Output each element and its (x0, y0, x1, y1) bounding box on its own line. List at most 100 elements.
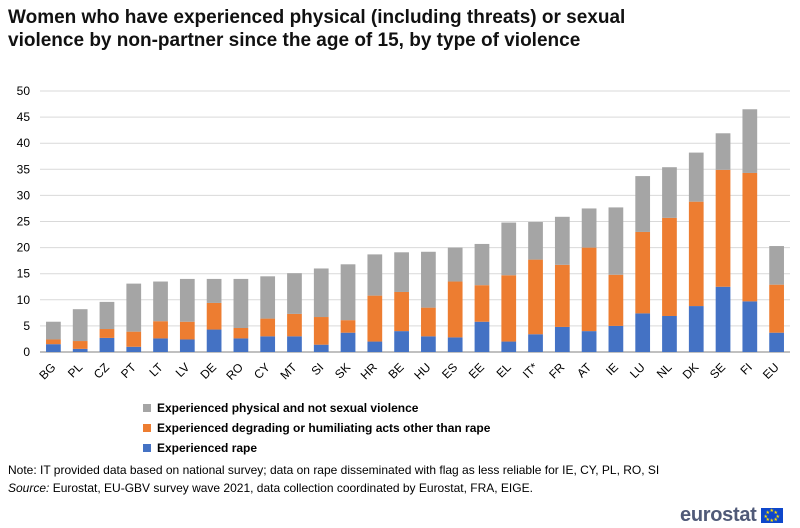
bar-segment-degrading-fr (554, 264, 570, 327)
legend: Experienced physical and not sexual viol… (143, 398, 490, 458)
bar-segment-rape-nl (662, 315, 677, 352)
bar-segment-rape-sk (340, 332, 356, 352)
y-tick-label: 50 (17, 84, 31, 98)
x-tick-label: SE (707, 360, 728, 381)
bar-segment-physical-fr (554, 216, 570, 265)
bar-segment-rape-lv (179, 339, 195, 352)
x-tick-label: AT (574, 360, 595, 381)
bar-segment-physical-sk (340, 264, 356, 321)
legend-item-rape: Experienced rape (143, 438, 490, 458)
bar-segment-rape-at (581, 331, 597, 352)
bar-segment-rape-eu (769, 332, 784, 352)
footnote: Note: IT provided data based on national… (8, 463, 660, 477)
bar-segment-physical-lv (179, 278, 195, 322)
y-axis-ticks: 0 5 10 15 20 25 30 35 40 45 50 (17, 84, 31, 359)
x-tick-label: NL (654, 360, 675, 381)
bar-segment-degrading-el (501, 275, 517, 342)
x-tick-label: BE (386, 360, 407, 381)
bar-segment-degrading-cy (260, 318, 276, 337)
bar-segment-rape-fi (742, 301, 758, 352)
bar-segment-physical-cy (260, 276, 276, 319)
bar-segment-physical-cz (99, 301, 115, 330)
legend-swatch-physical (143, 404, 151, 412)
bar-segment-rape-lu (635, 313, 651, 352)
bar-segment-degrading-pl (72, 341, 88, 349)
x-tick-label: HU (411, 360, 433, 382)
x-tick-label: LT (146, 360, 166, 380)
bar-segment-degrading-si (313, 317, 329, 345)
bar-segment-physical-hu (421, 251, 436, 308)
bar-segment-rape-dk (688, 306, 704, 352)
x-tick-label: RO (223, 360, 246, 383)
bar-segment-degrading-ro (233, 327, 249, 339)
x-tick-label: PL (65, 360, 86, 381)
bar-segment-physical-si (313, 268, 329, 318)
eu-flag-icon: ★ ★ ★ ★ ★ ★ ★ ★ (760, 508, 783, 524)
bar-segment-physical-lu (635, 176, 651, 232)
bar-segment-rape-be (394, 331, 409, 352)
bar-segment-rape-ro (233, 338, 249, 352)
bar-segment-physical-ie (608, 207, 624, 275)
bar-segment-physical-dk (688, 152, 704, 202)
bar-segment-physical-bg (46, 321, 61, 340)
bar-segment-rape-pt (126, 346, 142, 352)
x-tick-label: BG (36, 360, 58, 382)
bar-segment-degrading-lu (635, 231, 651, 314)
y-tick-label: 15 (17, 267, 31, 281)
bar-segment-rape-si (313, 344, 329, 352)
bar-segment-rape-it (528, 334, 543, 352)
bar-segment-physical-fi (742, 109, 758, 173)
x-axis-ticks: BG PL CZ PT LT LV DE RO CY MT SI SK HR BE HU ES EE EL IT* F… (36, 360, 781, 383)
bar-segment-rape-el (501, 341, 517, 352)
bar-segment-degrading-pt (126, 331, 142, 347)
y-tick-label: 30 (17, 188, 31, 202)
bar-segment-physical-mt (287, 273, 302, 314)
x-tick-label: CZ (91, 360, 112, 381)
bar-segment-degrading-lt (153, 321, 168, 339)
eurostat-logo: eurostat ★ ★ ★ ★ ★ ★ ★ ★ (680, 504, 783, 527)
bar-segment-physical-ro (233, 278, 249, 328)
bar-segment-physical-nl (662, 167, 677, 218)
legend-label-physical: Experienced physical and not sexual viol… (157, 401, 419, 415)
legend-swatch-rape (143, 444, 151, 452)
bar-segment-degrading-dk (688, 201, 704, 307)
x-tick-label: ES (439, 360, 460, 381)
bar-segment-degrading-sk (340, 320, 356, 333)
bar-segment-rape-ie (608, 325, 624, 352)
y-tick-label: 40 (17, 136, 31, 150)
x-tick-label: LU (627, 360, 648, 381)
x-tick-label: HR (358, 360, 380, 382)
bar-segment-rape-fr (554, 326, 570, 352)
x-tick-label: SI (308, 360, 326, 378)
bar-segment-degrading-be (394, 291, 409, 332)
x-tick-label: EE (466, 360, 487, 381)
bar-segment-degrading-lv (179, 321, 195, 340)
x-tick-label: SK (332, 360, 353, 381)
bar-segment-physical-el (501, 222, 517, 276)
bar-segment-physical-be (394, 252, 409, 292)
x-tick-label: IE (603, 360, 621, 378)
bar-segment-physical-es (447, 247, 463, 282)
source-line: Source: Eurostat, EU-GBV survey wave 202… (8, 480, 533, 497)
y-tick-label: 10 (17, 293, 31, 307)
x-tick-label: EL (494, 360, 515, 381)
bar-segment-degrading-nl (662, 217, 677, 316)
x-tick-label: FR (546, 360, 567, 381)
x-tick-label: DE (198, 360, 220, 382)
legend-item-physical: Experienced physical and not sexual viol… (143, 398, 490, 418)
bar-segment-degrading-hr (367, 295, 383, 342)
bar-segment-physical-hr (367, 254, 383, 296)
bar-segment-physical-de (206, 278, 222, 303)
bar-segment-rape-es (447, 337, 463, 352)
bar-segment-degrading-ee (474, 285, 490, 322)
bar-segment-degrading-it (528, 259, 543, 335)
stacked-bar-chart: 0 5 10 15 20 25 30 35 40 45 50 BG PL CZ PT LT LV DE RO CY M… (17, 84, 790, 383)
bar-segment-physical-it (528, 222, 543, 260)
legend-item-degrading: Experienced degrading or humiliating act… (143, 418, 490, 438)
bar-segment-rape-pl (72, 348, 88, 352)
bar-segment-degrading-fi (742, 172, 758, 302)
bar-segment-degrading-cz (99, 329, 115, 338)
bar-segment-rape-cy (260, 336, 276, 352)
bar-segment-rape-hu (421, 336, 436, 352)
bar-segment-degrading-at (581, 247, 597, 332)
